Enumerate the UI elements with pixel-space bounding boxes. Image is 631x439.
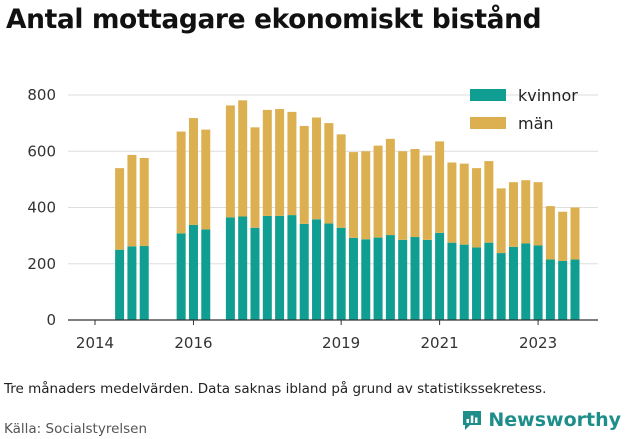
bar-kvinnor [287,215,297,320]
bar-man [459,163,469,245]
bar-man [275,109,285,216]
bar-kvinnor [373,237,383,320]
bar-man [312,117,322,220]
bar-man [188,118,198,225]
bar-man [410,149,420,238]
bar-man [139,158,149,247]
x-tick-label: 2023 [519,334,557,352]
bar-kvinnor [435,232,445,320]
x-tick-label: 2019 [322,334,360,352]
axes: 0 200 400 600 800 2014 2016 2019 2021 2023 [27,86,598,352]
bar-kvinnor [275,215,285,320]
bar-man [238,100,248,217]
bar-man [398,151,408,240]
bar-man [299,125,309,224]
bar-man [435,141,445,233]
bar-kvinnor [299,223,309,320]
chart-title: Antal mottagare ekonomiskt bistånd [6,4,542,35]
bar-man [521,180,531,244]
bar-man [558,211,568,261]
bar-man [385,138,395,236]
bar-man [570,207,580,260]
bar-man [336,134,346,228]
bar-man [447,162,457,243]
bar-man [373,145,383,238]
bar-man [115,168,125,250]
bar-man [348,152,358,238]
stacked-bar-chart: 0 200 400 600 800 2014 2016 2019 2021 2023 kvinno… [27,86,598,352]
bar-kvinnor [570,259,580,320]
brand-name: Newsworthy [488,409,621,431]
y-tick-label: 200 [27,255,56,273]
bar-man [250,127,260,228]
bar-kvinnor [312,219,322,320]
bar-kvinnor [324,223,334,320]
bar-kvinnor [139,246,149,320]
bar-kvinnor [508,246,518,320]
bar-kvinnor [385,235,395,320]
bars [115,100,580,320]
bar-kvinnor [361,239,371,320]
bar-man [496,188,506,254]
bar-man [225,105,235,218]
bar-kvinnor [558,260,568,320]
bar-kvinnor [410,237,420,320]
y-tick-label: 800 [27,86,56,104]
bar-kvinnor [201,229,211,320]
newsworthy-logo: Newsworthy [461,409,621,431]
bar-kvinnor [422,239,432,320]
x-tick-label: 2021 [421,334,459,352]
bar-kvinnor [188,224,198,320]
legend-label-kvinnor: kvinnor [518,86,578,105]
bar-man [324,123,334,224]
bar-man [508,182,518,247]
bar-man [201,129,211,230]
legend: kvinnor män [470,86,578,133]
bar-man [262,109,272,216]
legend-swatch-kvinnor [470,89,506,101]
y-tick-label: 0 [46,311,56,329]
bar-man [176,131,186,234]
x-tick-label: 2014 [76,334,114,352]
legend-label-man: män [518,114,554,133]
bar-kvinnor [115,249,125,320]
x-tick-label: 2016 [174,334,212,352]
bar-kvinnor [176,233,186,320]
bar-kvinnor [238,216,248,320]
bar-kvinnor [496,253,506,320]
bar-man [545,206,555,260]
bar-kvinnor [336,227,346,320]
bar-kvinnor [521,243,531,320]
bar-kvinnor [127,246,137,320]
bar-kvinnor [545,259,555,320]
newsworthy-icon [463,411,482,430]
bar-kvinnor [447,242,457,320]
bar-kvinnor [250,227,260,320]
bar-man [484,161,494,243]
bar-kvinnor [472,247,482,320]
bar-kvinnor [262,215,272,320]
bar-kvinnor [533,245,543,320]
bar-man [361,151,371,240]
bar-kvinnor [348,237,358,320]
bar-man [422,155,432,240]
bar-man [472,168,482,248]
bar-man [533,182,543,246]
bar-kvinnor [459,244,469,320]
bar-man [287,111,297,216]
legend-swatch-man [470,117,506,129]
y-tick-label: 400 [27,199,56,217]
bar-kvinnor [225,217,235,320]
source-label: Källa: Socialstyrelsen [4,421,148,437]
chart-note: Tre månaders medelvärden. Data saknas ib… [4,381,547,397]
bar-kvinnor [484,242,494,320]
bar-kvinnor [398,239,408,320]
bar-man [127,154,137,247]
y-tick-label: 600 [27,142,56,160]
